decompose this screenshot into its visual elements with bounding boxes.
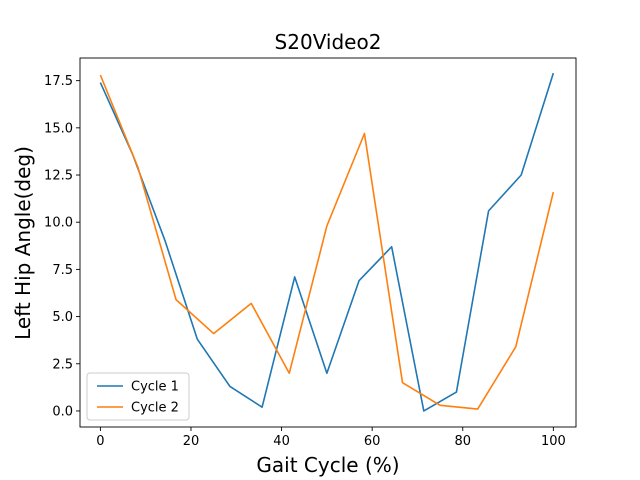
x-tick-label: 20 [183,434,200,449]
y-tick-label: 10.0 [44,216,73,231]
series-line-1 [99,72,555,412]
y-axis-label: Left Hip Angle(deg) [11,146,35,340]
x-tick-label: 40 [273,434,290,449]
legend-box [86,372,190,421]
x-axis-label: Gait Cycle (%) [256,453,399,477]
y-tick-label: 12.5 [44,169,73,184]
y-tick-label: 17.5 [44,74,73,89]
series-line-2 [99,74,555,410]
x-tick-label: 80 [454,434,471,449]
x-tick-label: 100 [541,434,566,449]
plot-area: 0 20 40 60 80 100 0.0 2.5 5.0 7.5 10.0 12.5 15.0 17.5… [44,57,577,449]
legend-label-2: Cycle 2 [131,401,179,416]
x-tick-label: 0 [96,434,104,449]
y-tick-label: 7.5 [52,263,73,278]
plot-frame [79,57,577,428]
legend-label-1: Cycle 1 [131,380,179,395]
y-tick-label: 2.5 [52,357,73,372]
chart-title: S20Video2 [275,30,382,54]
y-tick-label: 0.0 [52,404,73,419]
y-tick-label: 5.0 [52,310,73,325]
y-tick-label: 15.0 [44,121,73,136]
x-tick-label: 60 [364,434,381,449]
